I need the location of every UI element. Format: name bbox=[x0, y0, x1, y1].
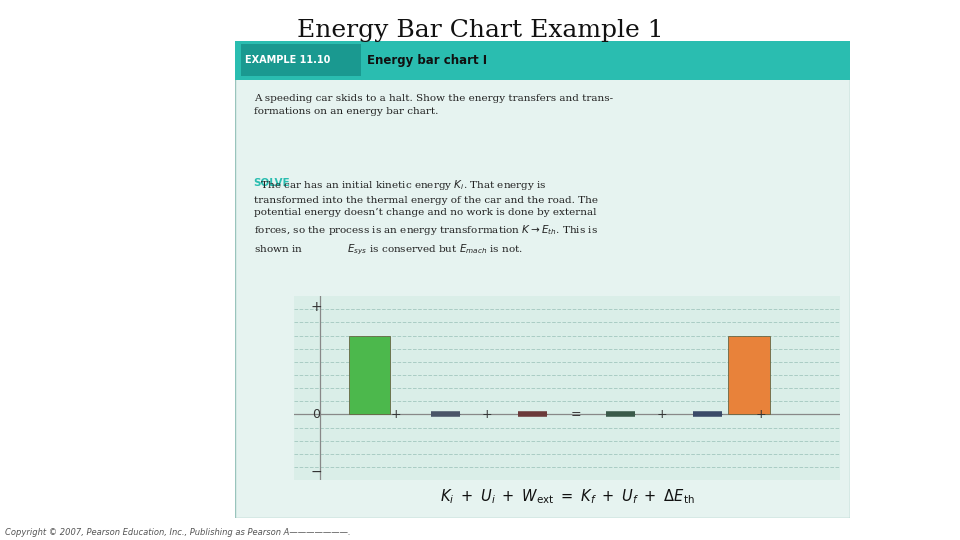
Text: +: + bbox=[657, 408, 667, 421]
Text: The car has an initial kinetic energy $K_i$. That energy is
transformed into the: The car has an initial kinetic energy $K… bbox=[253, 178, 598, 256]
Bar bbox=[235, 40, 850, 80]
Text: EXAMPLE 11.10: EXAMPLE 11.10 bbox=[245, 55, 330, 65]
Text: +: + bbox=[391, 408, 401, 421]
Text: Copyright © 2007, Pearson Education, Inc., Publishing as Pearson A———————.: Copyright © 2007, Pearson Education, Inc… bbox=[5, 528, 350, 537]
Bar bbox=[241, 44, 361, 76]
Text: +: + bbox=[482, 408, 492, 421]
Text: +: + bbox=[756, 408, 766, 421]
Text: +: + bbox=[310, 300, 323, 314]
Text: A speeding car skids to a halt. Show the energy transfers and trans-
formations : A speeding car skids to a halt. Show the… bbox=[253, 94, 612, 116]
Text: 0: 0 bbox=[312, 408, 321, 421]
Text: =: = bbox=[571, 408, 582, 421]
Bar bbox=[330, 393, 401, 416]
Text: SOLVE: SOLVE bbox=[253, 178, 290, 188]
Text: $K_i \ + \ U_i \ + \ W_\mathrm{ext} \ = \ K_f \ + \ U_f \ + \ \Delta E_\mathrm{t: $K_i \ + \ U_i \ + \ W_\mathrm{ext} \ = … bbox=[440, 488, 694, 507]
Bar bbox=[348, 335, 391, 415]
Text: −: − bbox=[310, 465, 323, 480]
Text: Energy bar chart I: Energy bar chart I bbox=[368, 53, 488, 66]
Text: Energy Bar Chart Example 1: Energy Bar Chart Example 1 bbox=[297, 19, 663, 42]
Bar bbox=[729, 335, 770, 415]
